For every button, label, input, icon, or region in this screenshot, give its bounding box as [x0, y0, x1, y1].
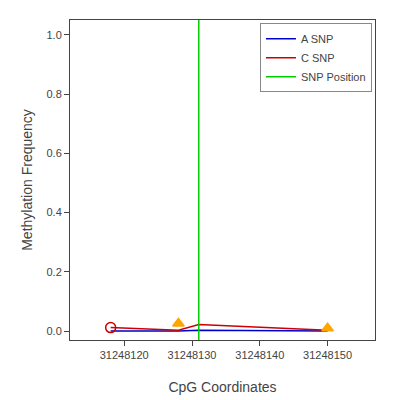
svg-text:0.2: 0.2 — [47, 266, 62, 278]
svg-text:0.8: 0.8 — [47, 88, 62, 100]
svg-text:Methylation Frequency: Methylation Frequency — [19, 109, 35, 251]
svg-text:0.0: 0.0 — [47, 325, 62, 337]
svg-text:31248130: 31248130 — [168, 349, 217, 361]
svg-text:SNP Position: SNP Position — [301, 71, 366, 83]
svg-text:1.0: 1.0 — [47, 29, 62, 41]
svg-text:C SNP: C SNP — [301, 52, 335, 64]
svg-text:0.6: 0.6 — [47, 147, 62, 159]
svg-text:0.4: 0.4 — [47, 206, 62, 218]
svg-text:31248150: 31248150 — [303, 349, 352, 361]
svg-text:CpG Coordinates: CpG Coordinates — [168, 379, 276, 395]
svg-text:A SNP: A SNP — [301, 33, 333, 45]
svg-text:31248140: 31248140 — [235, 349, 284, 361]
svg-text:31248120: 31248120 — [100, 349, 149, 361]
